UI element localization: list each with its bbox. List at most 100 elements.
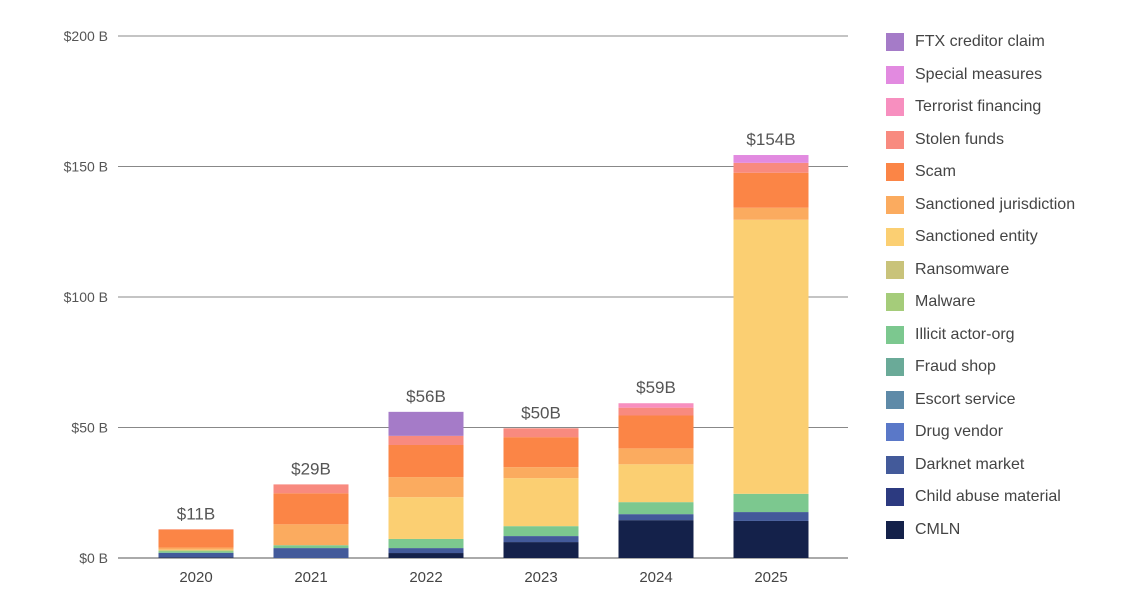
legend-item: Special measures <box>886 59 1075 92</box>
bar-segment-darknet-market <box>273 548 349 558</box>
legend-swatch <box>886 65 904 84</box>
bar-segment-darknet-market <box>388 548 464 554</box>
legend-swatch <box>886 228 904 247</box>
legend-item: Malware <box>886 286 1075 319</box>
legend-label: Malware <box>915 293 976 311</box>
bar-segment-cmln <box>503 542 579 558</box>
legend-item: Fraud shop <box>886 351 1075 384</box>
legend-swatch <box>886 325 904 344</box>
legend-swatch <box>886 520 904 539</box>
legend-swatch <box>886 358 904 377</box>
bar-segment-stolen-funds <box>388 435 464 445</box>
total-label: $154B <box>746 130 795 149</box>
bar-segment-sanctioned-entity <box>503 478 579 527</box>
legend-label: Sanctioned jurisdiction <box>915 195 1076 213</box>
bar-segment-scam <box>618 415 694 449</box>
x-tick-label: 2024 <box>639 569 672 586</box>
legend-item: Scam <box>886 156 1075 189</box>
legend-label: Fraud shop <box>915 358 996 376</box>
legend-label: FTX creditor claim <box>915 33 1045 51</box>
legend-label: Ransomware <box>915 260 1010 278</box>
legend-swatch <box>886 390 904 409</box>
legend-item: FTX creditor claim <box>886 26 1075 59</box>
bar-segment-special-measures <box>733 155 809 163</box>
bar-segment-darknet-market <box>618 514 694 521</box>
legend-swatch <box>886 260 904 279</box>
legend-label: Stolen funds <box>915 130 1004 148</box>
legend-item: Child abuse material <box>886 481 1075 514</box>
legend-label: Sanctioned entity <box>915 228 1038 246</box>
bar-segment-scam <box>273 493 349 525</box>
legend: FTX creditor claim Special measures Terror… <box>886 26 1075 546</box>
y-tick-label: $200 B <box>64 28 108 44</box>
y-tick-label: $0 B <box>79 550 108 566</box>
bar-segment-sanctioned-entity <box>733 219 809 494</box>
bar-segment-scam <box>733 172 809 208</box>
total-label: $29B <box>291 459 331 478</box>
bar-segment-cmln <box>388 553 464 558</box>
bar-segment-illicit-actor-org <box>503 526 579 537</box>
bar-segment-illicit-actor-org <box>388 538 464 549</box>
legend-label: CMLN <box>915 520 961 538</box>
bar-segment-cmln <box>158 557 234 558</box>
bar-segment-cmln <box>618 520 694 558</box>
bar-segment-cmln <box>733 520 809 558</box>
total-label: $56B <box>406 387 446 406</box>
bar-segment-sanctioned-jurisdiction <box>618 448 694 465</box>
x-tick-label: 2022 <box>409 569 442 586</box>
legend-swatch <box>886 98 904 117</box>
legend-item: Ransomware <box>886 254 1075 287</box>
legend-label: Darknet market <box>915 455 1025 473</box>
bar-segment-scam <box>388 444 464 478</box>
bar-segment-illicit-actor-org <box>273 545 349 549</box>
bar-segment-scam <box>158 529 234 548</box>
bar-segment-illicit-actor-org <box>618 502 694 515</box>
bar-segment-stolen-funds <box>503 428 579 438</box>
legend-item: Sanctioned entity <box>886 221 1075 254</box>
legend-item: Stolen funds <box>886 124 1075 157</box>
legend-swatch <box>886 293 904 312</box>
legend-label: Illicit actor-org <box>915 325 1015 343</box>
legend-label: Special measures <box>915 65 1043 83</box>
bar-segment-darknet-market <box>503 536 579 543</box>
legend-item: CMLN <box>886 514 1075 547</box>
total-label: $59B <box>636 378 676 397</box>
bar-segment-sanctioned-jurisdiction <box>733 207 809 220</box>
x-tick-label: 2021 <box>294 569 327 586</box>
bar-segment-sanctioned-entity <box>388 497 464 539</box>
bar-segment-stolen-funds <box>618 407 694 416</box>
legend-label: Child abuse material <box>915 488 1061 506</box>
legend-item: Escort service <box>886 384 1075 417</box>
x-tick-label: 2025 <box>754 569 787 586</box>
bar-segment-stolen-funds <box>273 484 349 494</box>
legend-swatch <box>886 195 904 214</box>
legend-label: Drug vendor <box>915 423 1004 441</box>
bar-segment-darknet-market <box>733 512 809 521</box>
bar-segment-stolen-funds <box>733 162 809 173</box>
legend-swatch <box>886 488 904 507</box>
legend-item: Sanctioned jurisdiction <box>886 189 1075 222</box>
bar-segment-sanctioned-jurisdiction <box>503 467 579 479</box>
bar-segment-malware <box>158 550 234 552</box>
legend-item: Darknet market <box>886 449 1075 482</box>
legend-label: Terrorist financing <box>915 98 1042 116</box>
bar-segment-sanctioned-jurisdiction <box>273 524 349 546</box>
bar-segment-illicit-actor-org <box>733 493 809 513</box>
legend-item: Illicit actor-org <box>886 319 1075 352</box>
legend-swatch <box>886 455 904 474</box>
total-label: $50B <box>521 403 561 422</box>
y-tick-label: $100 B <box>64 289 108 305</box>
bar-segment-scam <box>503 437 579 468</box>
legend-item: Terrorist financing <box>886 91 1075 124</box>
bar-segment-sanctioned-jurisdiction <box>388 477 464 498</box>
legend-swatch <box>886 163 904 182</box>
y-tick-label: $150 B <box>64 159 108 175</box>
y-tick-label: $50 B <box>71 420 108 436</box>
bar-segment-sanctioned-jurisdiction <box>158 547 234 550</box>
stacked-bar-chart: $0 B $50 B $100 B $150 B $200 B $11B 2020 $29B 2… <box>64 28 848 586</box>
x-tick-label: 2020 <box>179 569 212 586</box>
bar-segment-darknet-market <box>158 552 234 558</box>
legend-label: Escort service <box>915 390 1016 408</box>
total-label: $11B <box>177 504 215 523</box>
legend-swatch <box>886 130 904 149</box>
